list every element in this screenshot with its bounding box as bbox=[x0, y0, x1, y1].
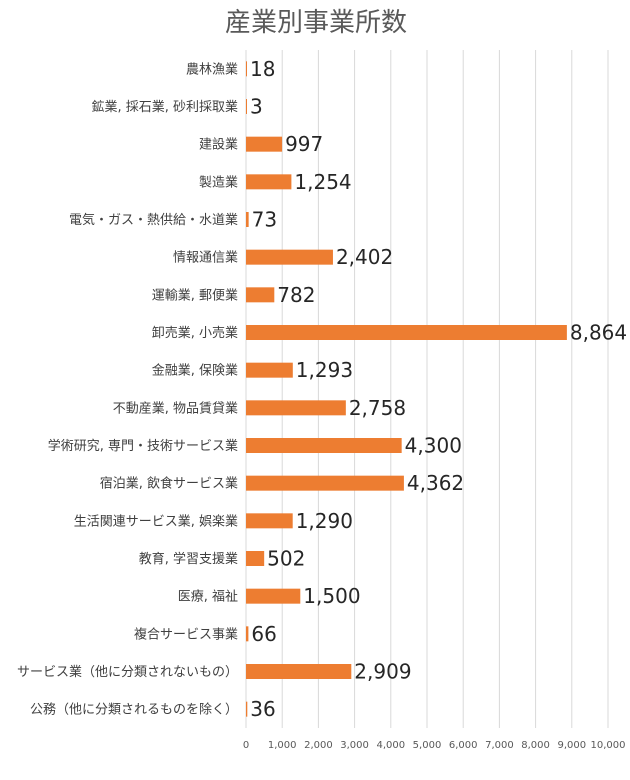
bar bbox=[246, 174, 292, 190]
bar bbox=[246, 325, 567, 340]
value-label: 2,758 bbox=[349, 396, 406, 420]
value-label: 782 bbox=[277, 283, 315, 307]
x-tick-label: 6,000 bbox=[449, 740, 478, 751]
bar bbox=[246, 513, 293, 529]
category-label: 不動産業, 物品賃貸業 bbox=[113, 400, 238, 416]
x-tick-label: 8,000 bbox=[521, 740, 550, 751]
x-tick-label: 10,000 bbox=[591, 740, 626, 751]
x-tick-label: 2,000 bbox=[304, 740, 333, 751]
value-label: 18 bbox=[250, 57, 275, 81]
value-label: 4,362 bbox=[407, 471, 464, 495]
bar bbox=[246, 664, 352, 679]
chart-title: 産業別事業所数 bbox=[225, 8, 407, 38]
bar bbox=[246, 551, 265, 566]
value-label: 1,500 bbox=[303, 584, 360, 608]
category-label: 生活関連サービス業, 娯楽業 bbox=[74, 513, 238, 529]
category-label: 農林漁業 bbox=[186, 61, 238, 77]
x-tick-label: 3,000 bbox=[340, 740, 369, 751]
category-label: 卸売業, 小売業 bbox=[152, 325, 238, 341]
value-label: 502 bbox=[267, 547, 305, 571]
value-label: 4,300 bbox=[405, 434, 462, 458]
x-tick-label: 5,000 bbox=[413, 740, 442, 751]
x-tick-label: 1,000 bbox=[268, 740, 297, 751]
value-label: 8,864 bbox=[570, 321, 627, 345]
x-tick-label: 4,000 bbox=[376, 740, 405, 751]
value-label: 2,402 bbox=[336, 245, 393, 269]
value-label: 1,254 bbox=[294, 170, 351, 194]
x-tick-label: 0 bbox=[243, 740, 249, 751]
category-label: 学術研究, 専門・技術サービス業 bbox=[48, 438, 238, 454]
bar bbox=[246, 362, 293, 378]
bar bbox=[246, 701, 248, 717]
value-label: 36 bbox=[250, 697, 275, 721]
category-label: 医療, 福祉 bbox=[178, 590, 238, 605]
bar bbox=[246, 212, 249, 227]
labels: 0 1,000 2,000 3,000 4,000 5,000 6,000 7,000 8,00… bbox=[17, 57, 627, 751]
category-label: 建設業 bbox=[199, 137, 238, 153]
bar bbox=[246, 287, 275, 303]
bar bbox=[246, 475, 404, 491]
category-label: サービス業（他に分類されないもの） bbox=[17, 664, 238, 680]
value-label: 1,290 bbox=[296, 509, 353, 533]
bar bbox=[246, 136, 283, 152]
bar bbox=[246, 400, 346, 416]
category-label: 製造業 bbox=[199, 174, 238, 190]
x-tick-label: 9,000 bbox=[557, 740, 586, 751]
bar bbox=[246, 99, 247, 114]
category-label: 情報通信業 bbox=[173, 250, 238, 266]
bar bbox=[246, 61, 247, 77]
category-label: 教育, 学習支援業 bbox=[139, 551, 238, 567]
bar bbox=[246, 438, 402, 453]
category-label: 鉱業, 採石業, 砂利採取業 bbox=[91, 99, 238, 115]
category-label: 公務（他に分類されるものを除く） bbox=[30, 703, 238, 718]
value-label: 66 bbox=[251, 622, 276, 646]
value-label: 3 bbox=[250, 95, 263, 119]
bar bbox=[246, 249, 333, 265]
category-label: 宿泊業, 飲食サービス業 bbox=[100, 476, 238, 492]
value-label: 1,293 bbox=[296, 358, 353, 382]
category-label: 運輸業, 郵便業 bbox=[152, 287, 238, 303]
grid-lines bbox=[245, 50, 609, 728]
bars bbox=[246, 61, 567, 717]
x-tick-label: 7,000 bbox=[485, 740, 514, 751]
value-label: 73 bbox=[252, 208, 277, 232]
value-label: 2,909 bbox=[354, 660, 411, 684]
category-label: 金融業, 保険業 bbox=[152, 363, 238, 379]
category-label: 複合サービス事業 bbox=[134, 626, 238, 642]
category-label: 電気・ガス・熱供給・水道業 bbox=[69, 212, 238, 228]
value-label: 997 bbox=[285, 132, 323, 156]
bar bbox=[246, 626, 249, 642]
bar bbox=[246, 588, 301, 604]
